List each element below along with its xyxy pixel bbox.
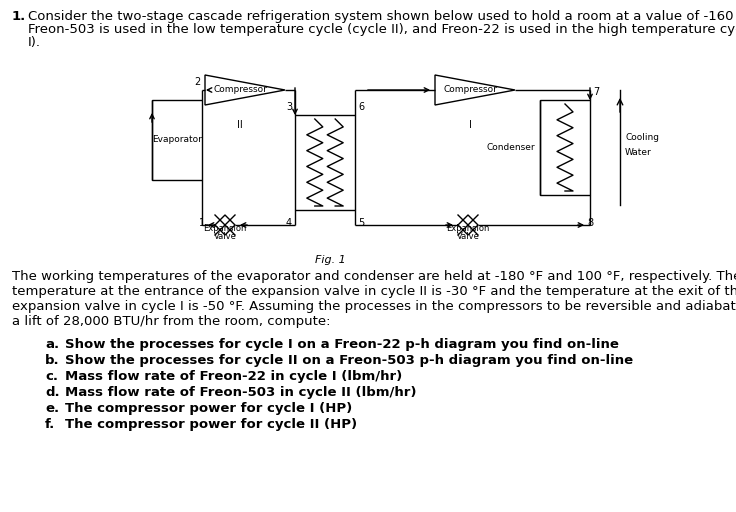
- Text: 3: 3: [286, 102, 292, 112]
- Text: 7: 7: [593, 87, 599, 97]
- Text: Expansion: Expansion: [203, 224, 247, 233]
- Text: I).: I).: [28, 36, 41, 49]
- Text: f.: f.: [45, 418, 55, 431]
- Text: Evaporator: Evaporator: [152, 136, 202, 144]
- Text: Valve: Valve: [456, 232, 479, 241]
- Bar: [152, 100, 202, 180]
- Text: I: I: [469, 120, 472, 130]
- Text: The compressor power for cycle II (HP): The compressor power for cycle II (HP): [65, 418, 357, 431]
- Text: b.: b.: [45, 354, 60, 367]
- Text: Compressor: Compressor: [213, 86, 267, 95]
- Text: 8: 8: [587, 218, 593, 228]
- Text: expansion valve in cycle I is -50 °F. Assuming the processes in the compressors : expansion valve in cycle I is -50 °F. As…: [12, 300, 736, 313]
- Text: Mass flow rate of Freon-503 in cycle II (lbm/hr): Mass flow rate of Freon-503 in cycle II …: [65, 386, 417, 399]
- Text: II: II: [237, 120, 243, 130]
- Text: a.: a.: [45, 338, 59, 351]
- Text: The compressor power for cycle I (HP): The compressor power for cycle I (HP): [65, 402, 353, 415]
- Text: Valve: Valve: [213, 232, 236, 241]
- Text: Fig. 1: Fig. 1: [314, 255, 345, 265]
- Text: Show the processes for cycle II on a Freon-503 p-h diagram you find on-line: Show the processes for cycle II on a Fre…: [65, 354, 633, 367]
- Text: 5: 5: [358, 218, 364, 228]
- Text: a lift of 28,000 BTU/hr from the room, compute:: a lift of 28,000 BTU/hr from the room, c…: [12, 315, 330, 328]
- Text: Compressor: Compressor: [443, 86, 497, 95]
- Text: d.: d.: [45, 386, 60, 399]
- Bar: [295, 115, 355, 210]
- Text: c.: c.: [45, 370, 58, 383]
- Text: 2: 2: [194, 77, 200, 87]
- Text: Freon-503 is used in the low temperature cycle (cycle II), and Freon-22 is used : Freon-503 is used in the low temperature…: [28, 23, 736, 36]
- Text: Cooling: Cooling: [625, 133, 659, 142]
- Text: Water: Water: [625, 148, 652, 157]
- Bar: [540, 100, 590, 195]
- Text: 6: 6: [358, 102, 364, 112]
- Text: e.: e.: [45, 402, 59, 415]
- Text: The working temperatures of the evaporator and condenser are held at -180 °F and: The working temperatures of the evaporat…: [12, 270, 736, 283]
- Text: Expansion: Expansion: [446, 224, 489, 233]
- Text: temperature at the entrance of the expansion valve in cycle II is -30 °F and the: temperature at the entrance of the expan…: [12, 285, 736, 298]
- Text: Consider the two-stage cascade refrigeration system shown below used to hold a r: Consider the two-stage cascade refrigera…: [28, 10, 736, 23]
- Text: 4: 4: [286, 218, 292, 228]
- Text: 1.: 1.: [12, 10, 26, 23]
- Text: Condenser: Condenser: [486, 143, 535, 152]
- Text: 1: 1: [199, 218, 205, 228]
- Text: Mass flow rate of Freon-22 in cycle I (lbm/hr): Mass flow rate of Freon-22 in cycle I (l…: [65, 370, 403, 383]
- Text: Show the processes for cycle I on a Freon-22 p-h diagram you find on-line: Show the processes for cycle I on a Freo…: [65, 338, 619, 351]
